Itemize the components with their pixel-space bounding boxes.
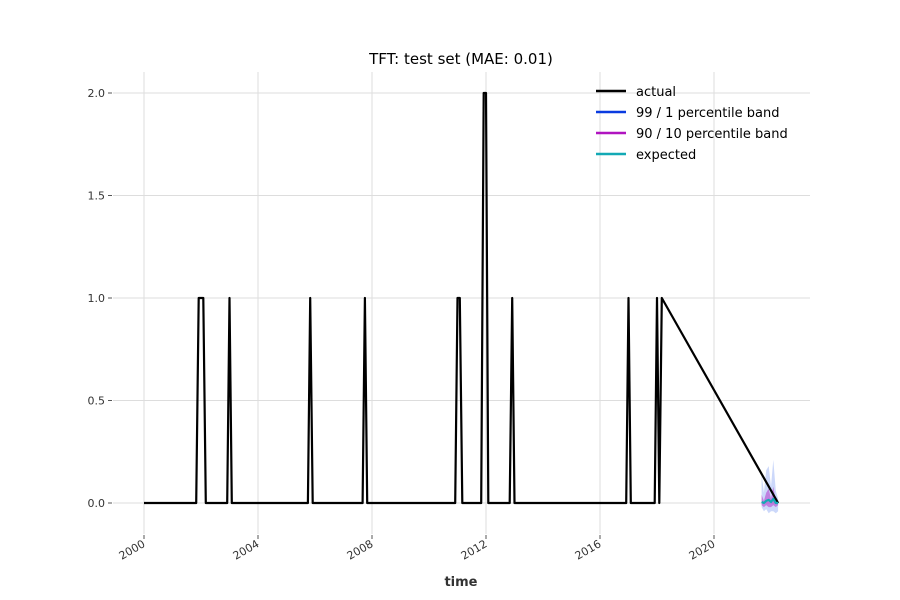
y-tick-label: 0.0: [88, 497, 106, 510]
x-tick-label: 2008: [345, 537, 376, 562]
series-line-actual: [144, 91, 780, 505]
x-tick-label: 2020: [687, 537, 718, 562]
legend: actual 99 / 1 percentile band 90 / 10 perc…: [596, 85, 788, 163]
legend-label: 90 / 10 percentile band: [636, 127, 788, 142]
y-tick-label: 0.5: [88, 395, 106, 408]
y-axis: 0.0 0.5 1.0 1.5 2.0: [88, 87, 112, 510]
y-tick-label: 1.0: [88, 292, 106, 305]
legend-label: 99 / 1 percentile band: [636, 106, 779, 121]
legend-label: actual: [636, 85, 676, 100]
series-lines: [144, 91, 780, 505]
x-tick-label: 2016: [573, 537, 604, 562]
x-tick-label: 2012: [459, 537, 490, 562]
series-line-expected: [761, 497, 779, 505]
y-tick-label: 2.0: [88, 87, 106, 100]
x-axis-label: time: [444, 575, 477, 590]
chart-title: TFT: test set (MAE: 0.01): [368, 50, 553, 68]
legend-label: expected: [636, 148, 696, 163]
x-tick-label: 2004: [231, 537, 262, 562]
x-tick-label: 2000: [117, 537, 148, 562]
y-tick-label: 1.5: [88, 190, 106, 203]
x-axis: 2000 2004 2008 2012 2016 2020: [117, 535, 718, 563]
